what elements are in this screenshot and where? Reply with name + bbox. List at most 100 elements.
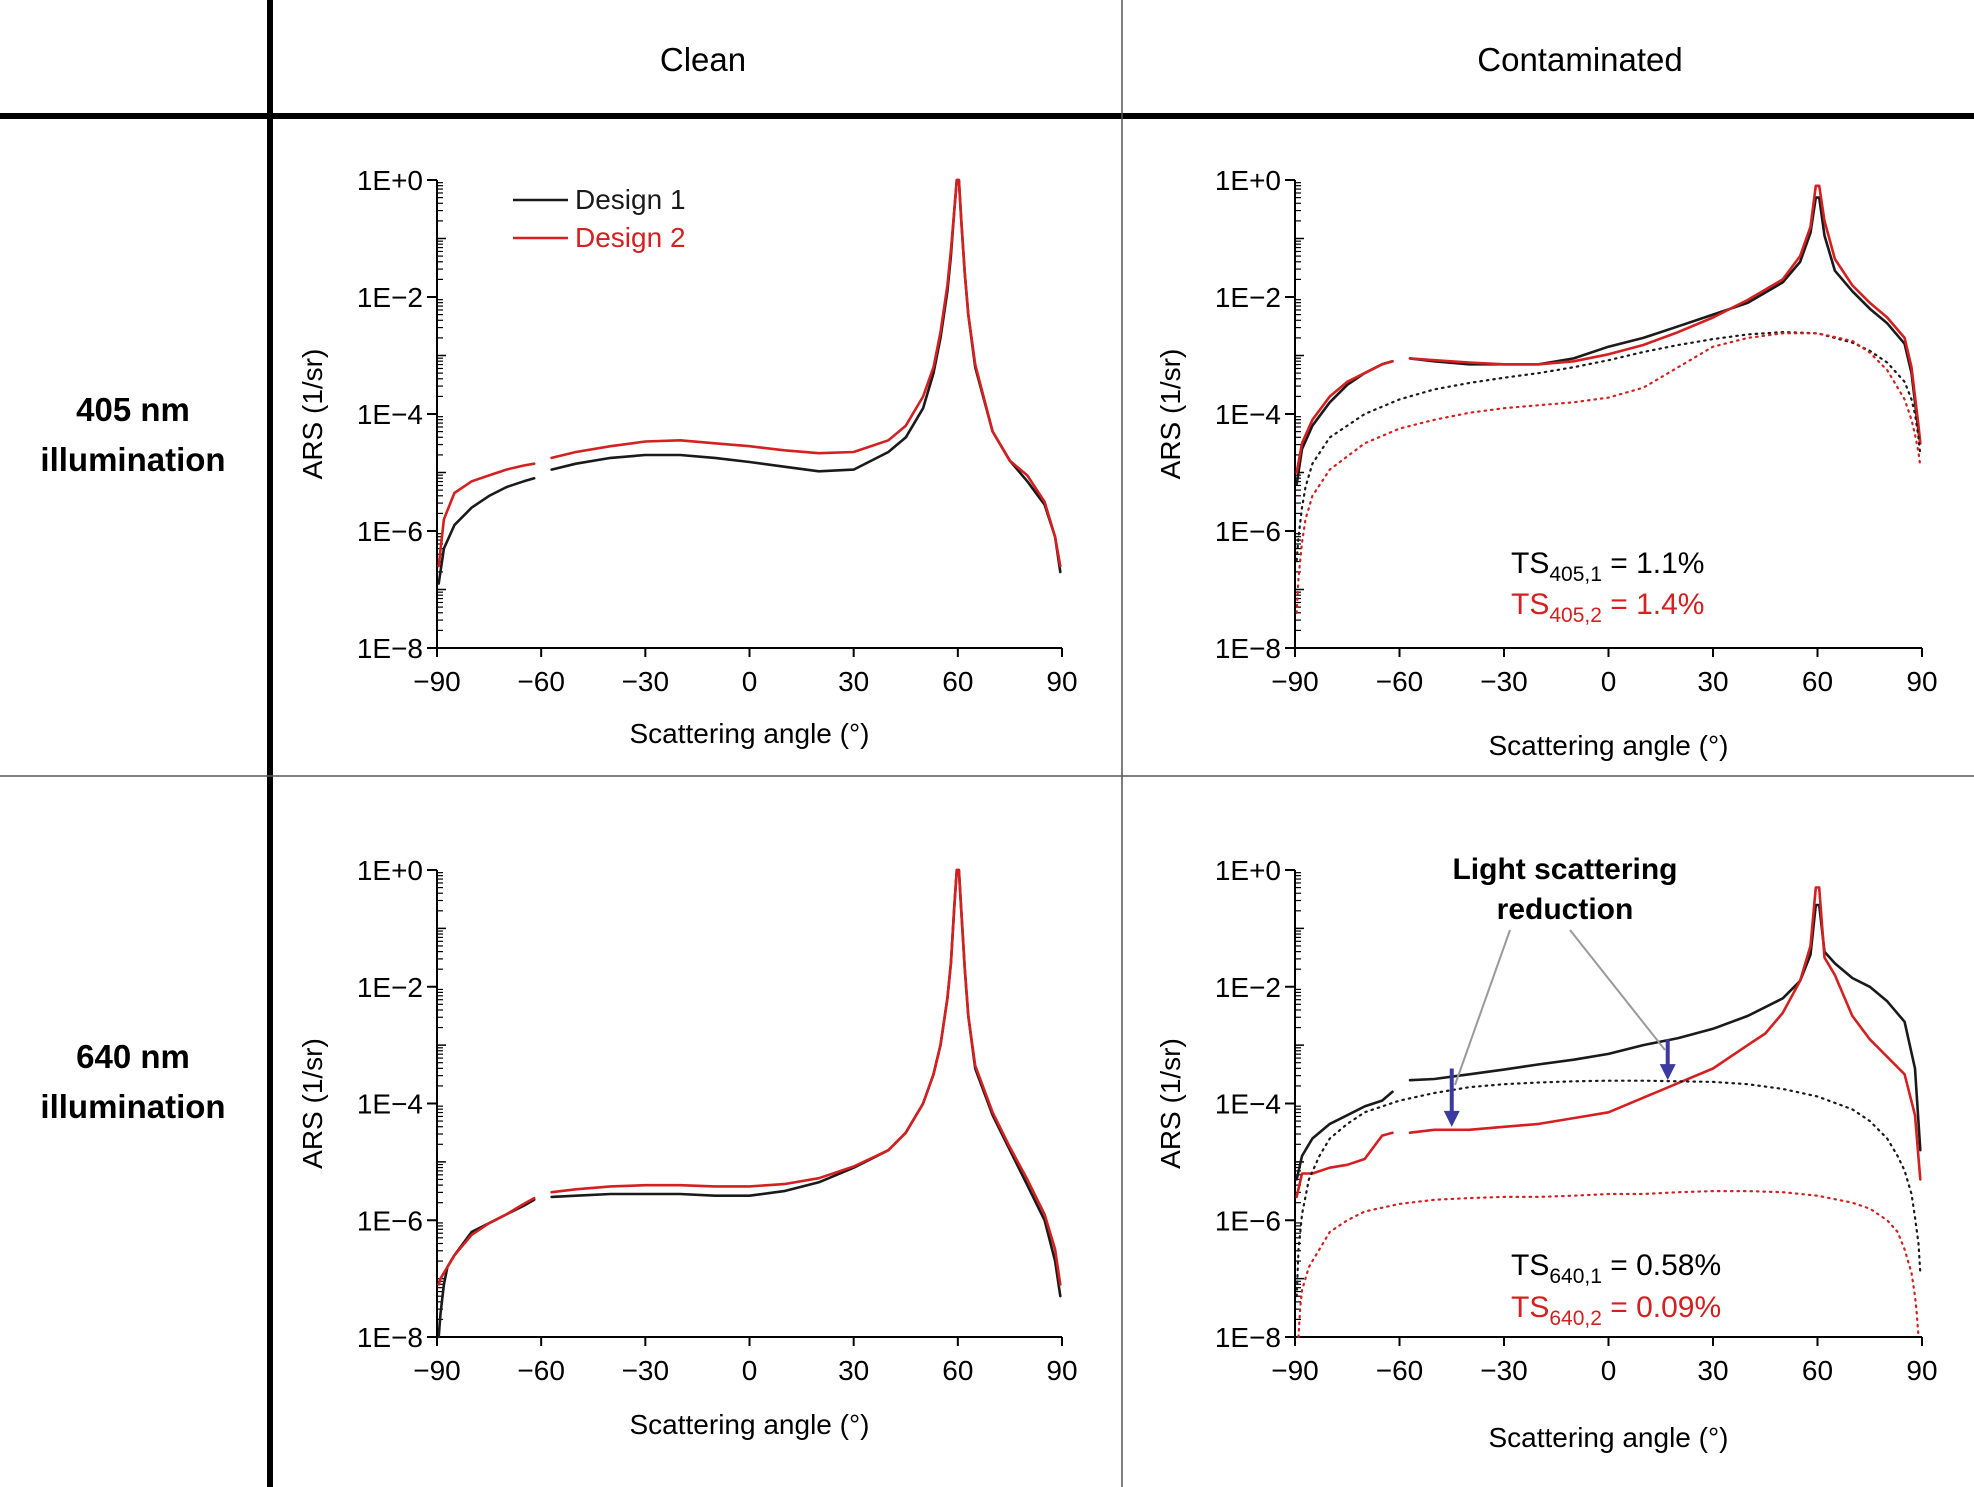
y-tick-label: 1E−2 [357,972,423,1003]
x-tick-label: −90 [1271,1355,1319,1386]
series-line-design2 [550,868,1062,1286]
reduction-arrow-head [1659,1064,1676,1081]
y-tick-label: 1E−4 [357,399,423,430]
callout-pointer-left [1454,929,1511,1086]
series-line-design2 [1295,1131,1394,1199]
y-tick-label: 1E−2 [1215,972,1281,1003]
y-axis-label: ARS (1/sr) [1155,1038,1186,1169]
total-scatter-405: TS405,1 = 1.1% TS405,2 = 1.4% [1511,547,1704,627]
x-tick-label: 60 [942,1355,973,1386]
x-tick-label: −60 [1376,666,1424,697]
y-axis-label: ARS (1/sr) [1155,349,1186,480]
y-tick-label: 1E−8 [357,1322,423,1353]
x-tick-label: 60 [942,666,973,697]
x-tick-label: −90 [413,1355,461,1386]
column-header-contaminated: Contaminated [1477,41,1682,78]
series-line-design2 [1295,360,1394,474]
x-tick-label: 30 [838,1355,869,1386]
x-tick-label: −60 [517,666,565,697]
series-line-design1-dotted [1295,331,1922,562]
y-tick-label: 1E−4 [1215,399,1281,430]
ts405-design2: TS405,2 = 1.4% [1511,588,1704,627]
series-line-design2-dotted [1295,332,1922,614]
x-tick-label: 0 [1601,1355,1617,1386]
callout-pointer-right [1569,929,1666,1051]
light-scattering-callout: Light scattering reduction [1452,853,1678,1086]
series-line-design1 [1408,903,1922,1152]
y-axis-label: ARS (1/sr) [297,349,328,480]
series-line-design2 [437,1196,536,1286]
x-tick-label: −90 [1271,666,1319,697]
total-scatter-640: TS640,1 = 0.58% TS640,2 = 0.09% [1511,1249,1721,1330]
x-tick-label: 90 [1906,1355,1937,1386]
ts405-d1-sub: 405,1 [1549,563,1602,586]
legend-label-design1: Design 1 [575,184,686,215]
x-axis-label: Scattering angle (°) [630,1409,870,1440]
x-tick-label: 30 [1697,666,1728,697]
y-tick-label: 1E−4 [1215,1089,1281,1120]
x-tick-label: −30 [622,666,670,697]
legend: Design 1 Design 2 [513,184,686,253]
y-tick-label: 1E−6 [1215,1205,1281,1236]
series-line-design2 [437,462,536,568]
series-line-design1 [1295,1090,1394,1181]
series-line-design1 [437,1198,536,1339]
series-line-design2 [550,178,1062,568]
x-tick-label: 90 [1046,1355,1077,1386]
x-tick-label: 30 [1697,1355,1728,1386]
ts640-d1-base: TS [1511,1249,1549,1282]
series-line-design2 [1408,184,1922,445]
x-tick-label: −90 [413,666,461,697]
ts405-d2-base: TS [1511,588,1549,621]
y-tick-label: 1E−4 [357,1089,423,1120]
series-line-design1 [1408,196,1922,445]
y-tick-label: 1E+0 [357,855,423,886]
y-tick-label: 1E−6 [357,1205,423,1236]
ts405-d2-sub: 405,2 [1549,604,1602,627]
y-tick-label: 1E−8 [1215,633,1281,664]
chart-contaminated-405: 1E+0 1E−2 1E−4 1E−6 1E−8−90 −60 −30 0 30 60 90 Scat… [1155,165,1938,761]
ts640-d2-val: = 0.09% [1602,1291,1721,1324]
ts640-design2: TS640,2 = 0.09% [1511,1291,1721,1330]
x-tick-label: 60 [1802,1355,1833,1386]
reduction-arrows [1443,1039,1676,1127]
series-line-design1 [550,868,1062,1298]
x-tick-label: −30 [622,1355,670,1386]
y-tick-label: 1E+0 [1215,165,1281,196]
row-header-405-line1: 405 nm [76,391,190,428]
ts405-design1: TS405,1 = 1.1% [1511,547,1704,586]
x-tick-label: 30 [838,666,869,697]
x-tick-label: 0 [742,666,758,697]
y-tick-label: 1E−2 [1215,282,1281,313]
x-tick-label: 0 [742,1355,758,1386]
row-header-405-line2: illumination [40,441,225,478]
series-line-design2 [1408,886,1922,1181]
reduction-arrow-head [1443,1110,1460,1127]
x-axis-label: Scattering angle (°) [630,718,870,749]
y-tick-label: 1E−6 [357,516,423,547]
chart-clean-405: 1E+0 1E−2 1E−4 1E−6 1E−8−90 −60 −30 0 30 60 90 Scat… [297,165,1078,749]
x-tick-label: −30 [1480,666,1528,697]
ts640-d2-base: TS [1511,1291,1549,1324]
column-header-clean: Clean [660,41,746,78]
x-axis-label: Scattering angle (°) [1489,730,1729,761]
ts405-d1-val: = 1.1% [1602,547,1705,580]
callout-line1: Light scattering [1452,853,1677,886]
y-tick-label: 1E−6 [1215,516,1281,547]
x-axis-label: Scattering angle (°) [1489,1422,1729,1453]
row-header-640-line1: 640 nm [76,1038,190,1075]
legend-label-design2: Design 2 [575,222,686,253]
x-tick-label: −60 [517,1355,565,1386]
x-tick-label: −30 [1480,1355,1528,1386]
ts640-d1-val: = 0.58% [1602,1249,1721,1282]
y-tick-label: 1E−8 [1215,1322,1281,1353]
ts640-d1-sub: 640,1 [1549,1265,1602,1288]
y-tick-label: 1E−8 [357,633,423,664]
x-tick-label: −60 [1376,1355,1424,1386]
y-tick-label: 1E−2 [357,282,423,313]
ts640-design1: TS640,1 = 0.58% [1511,1249,1721,1288]
ts640-d2-sub: 640,2 [1549,1307,1602,1330]
series-line-design1 [437,477,536,585]
x-tick-label: 0 [1601,666,1617,697]
